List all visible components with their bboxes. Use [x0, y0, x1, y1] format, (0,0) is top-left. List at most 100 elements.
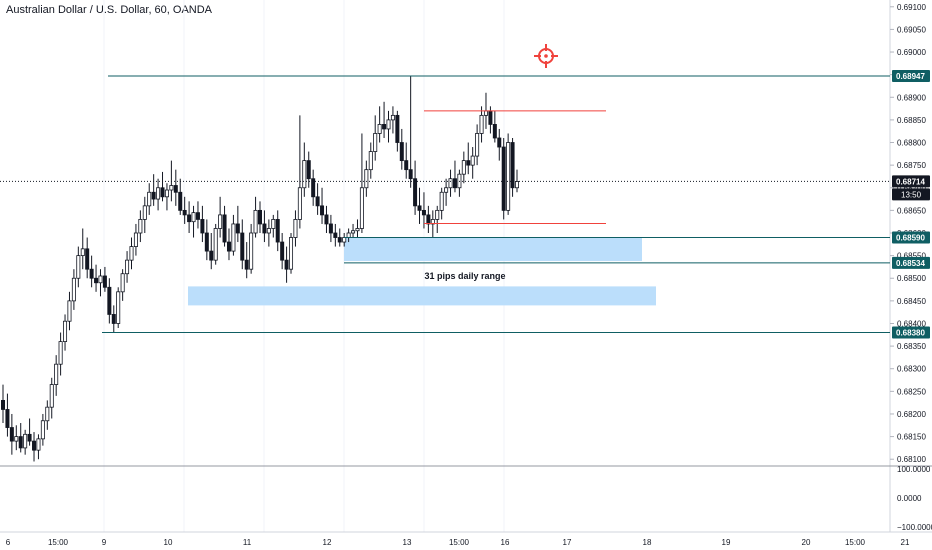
candle-body	[492, 124, 497, 139]
candle-body	[479, 114, 484, 134]
candle-body	[404, 160, 409, 171]
candle-body	[359, 187, 364, 229]
price-tick-label: 0.68450	[897, 297, 926, 306]
candle-body	[58, 341, 63, 365]
price-tick-label: 0.69100	[897, 3, 926, 12]
time-tick-label: 10	[164, 538, 173, 547]
candle-body	[142, 205, 147, 220]
candle-body	[218, 214, 223, 229]
current-price-badge	[892, 175, 930, 188]
price-tick-label: 0.68800	[897, 139, 926, 148]
candle-body	[466, 160, 471, 166]
crosshair-target-icon[interactable]	[534, 44, 558, 68]
candle-body	[413, 178, 418, 207]
candle-body	[253, 209, 258, 234]
candle-body	[311, 178, 316, 198]
price-tick-label: 0.68550	[897, 252, 926, 261]
candle-body	[49, 384, 54, 408]
candle-body	[293, 219, 298, 238]
candle-body	[328, 223, 333, 234]
candle-body	[76, 255, 81, 279]
price-badge	[892, 256, 930, 269]
candle-body	[67, 300, 72, 322]
price-tick-label: 0.68250	[897, 387, 926, 396]
time-tick-label: 21	[901, 538, 910, 547]
candle-body	[195, 212, 200, 220]
candle-body	[36, 438, 41, 451]
candle-body	[364, 169, 369, 189]
candle-body	[439, 191, 444, 211]
countdown-label: 13:50	[901, 190, 922, 199]
candle-body	[169, 185, 174, 191]
candle-body	[395, 114, 400, 143]
candle-body	[506, 142, 511, 211]
candle-body	[244, 259, 249, 270]
price-tick-label: 0.68650	[897, 206, 926, 215]
price-tick-label: 0.68900	[897, 93, 926, 102]
candle-body	[133, 232, 138, 247]
indicator-tick-label: 100.0000	[897, 465, 931, 474]
price-badge-label: 0.68380	[896, 329, 925, 338]
candle-body	[333, 232, 338, 238]
candle-body	[116, 291, 121, 324]
time-tick-label: 17	[563, 538, 572, 547]
candle-body	[231, 223, 236, 252]
candle-body	[120, 273, 125, 293]
candle-body	[483, 110, 488, 116]
price-tick-label: 0.68400	[897, 319, 926, 328]
time-tick-label: 12	[323, 538, 332, 547]
time-tick-label: 16	[501, 538, 510, 547]
candle-body	[488, 110, 493, 125]
candle-body	[160, 187, 165, 198]
time-tick-label: 11	[243, 538, 252, 547]
candle-body	[40, 420, 45, 440]
candle-body	[89, 268, 94, 279]
price-badge-label: 0.68534	[896, 259, 925, 268]
candle-body	[129, 246, 134, 261]
candle-body	[240, 232, 245, 261]
candle-body	[111, 314, 116, 324]
time-tick-label: 6	[6, 538, 11, 547]
candle-body	[475, 133, 480, 157]
price-tick-label: 0.68850	[897, 116, 926, 125]
candle-body	[386, 119, 391, 130]
candle-body	[461, 160, 466, 175]
candle-body	[320, 205, 325, 216]
candle-body	[23, 433, 28, 449]
range-zone[interactable]	[344, 237, 642, 262]
candle-body	[297, 187, 302, 220]
candle-body	[262, 223, 267, 234]
candle-body	[80, 248, 85, 257]
candle-body	[421, 209, 426, 216]
price-tick-label: 0.68100	[897, 455, 926, 464]
candle-body	[156, 187, 161, 200]
candle-body	[9, 427, 14, 442]
indicator-tick-label: 0.0000	[897, 494, 922, 503]
candle-body	[235, 223, 240, 234]
price-tick-label: 0.69000	[897, 48, 926, 57]
candle-body	[226, 241, 231, 252]
candle-body	[164, 189, 169, 198]
candle-body	[355, 228, 360, 232]
time-tick-label: 9	[102, 538, 107, 547]
candle-body	[399, 142, 404, 162]
time-tick-label: 15:00	[48, 538, 69, 547]
candle-body	[173, 185, 178, 193]
candle-body	[284, 259, 289, 270]
time-tick-label: 19	[722, 538, 731, 547]
candle-body	[222, 214, 227, 243]
candle-body	[85, 248, 90, 270]
candle-body	[302, 160, 307, 189]
range-zone[interactable]	[188, 286, 656, 306]
candle-body	[346, 232, 351, 238]
candle-body	[0, 399, 6, 410]
candle-body	[515, 181, 520, 189]
time-tick-label: 15:00	[845, 538, 866, 547]
candle-body	[501, 146, 506, 211]
price-badge	[892, 231, 930, 244]
candle-body	[337, 237, 342, 243]
candle-body	[204, 232, 209, 252]
candle-body	[18, 436, 23, 449]
candle-body	[257, 209, 262, 225]
